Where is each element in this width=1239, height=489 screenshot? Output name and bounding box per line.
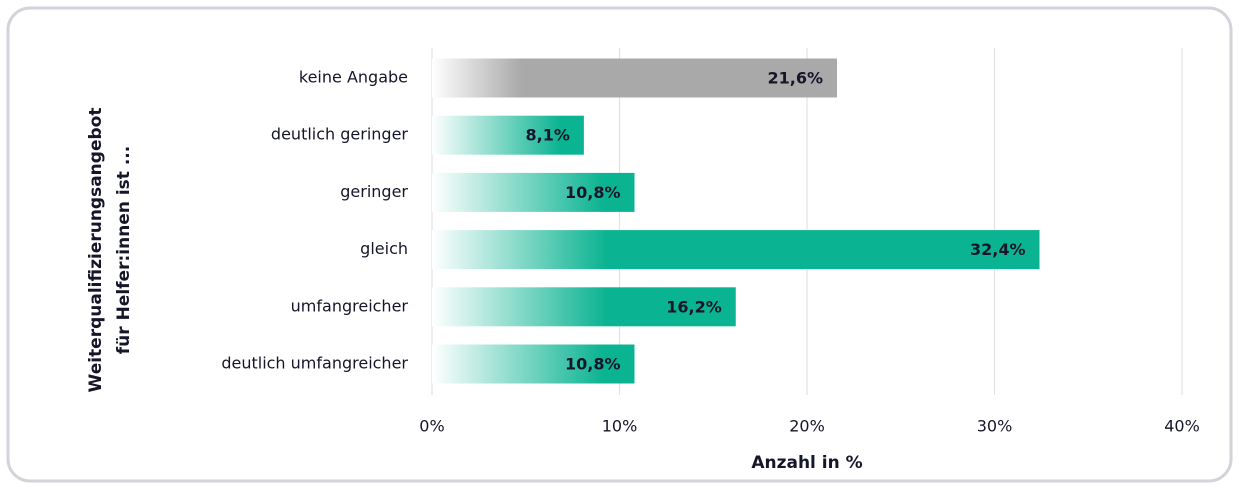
data-label: 32,4% bbox=[970, 240, 1026, 259]
data-label: 10,8% bbox=[565, 183, 621, 202]
x-tick-label: 20% bbox=[789, 417, 825, 436]
bar bbox=[432, 287, 736, 327]
x-tick-label: 10% bbox=[602, 417, 638, 436]
x-axis-title: Anzahl in % bbox=[751, 453, 862, 473]
y-tick-label: deutlich umfangreicher bbox=[221, 354, 408, 373]
data-label: 10,8% bbox=[565, 355, 621, 374]
y-tick-label: umfangreicher bbox=[291, 296, 409, 315]
y-tick-label: deutlich geringer bbox=[271, 125, 408, 144]
x-tick-label: 30% bbox=[977, 417, 1013, 436]
y-axis-title-line: Weiterqualifizierungsangebot bbox=[86, 108, 106, 393]
y-tick-label: geringer bbox=[340, 182, 408, 201]
y-tick-label: gleich bbox=[360, 239, 408, 258]
bar bbox=[432, 230, 1040, 270]
grid bbox=[431, 48, 1183, 395]
x-tick-label: 0% bbox=[419, 417, 444, 436]
data-label: 21,6% bbox=[767, 69, 823, 88]
y-axis-title-line: für Helfer:innen ist ... bbox=[114, 146, 134, 354]
bar bbox=[432, 344, 635, 384]
x-tick-label: 40% bbox=[1164, 417, 1200, 436]
data-label: 8,1% bbox=[526, 126, 570, 145]
bar bbox=[432, 115, 584, 155]
y-axis-title: Weiterqualifizierungsangebot für Helfer:… bbox=[86, 108, 134, 393]
data-label: 16,2% bbox=[666, 297, 722, 316]
bar bbox=[432, 172, 635, 212]
y-tick-label: keine Angabe bbox=[299, 68, 408, 87]
bar bbox=[432, 58, 837, 98]
